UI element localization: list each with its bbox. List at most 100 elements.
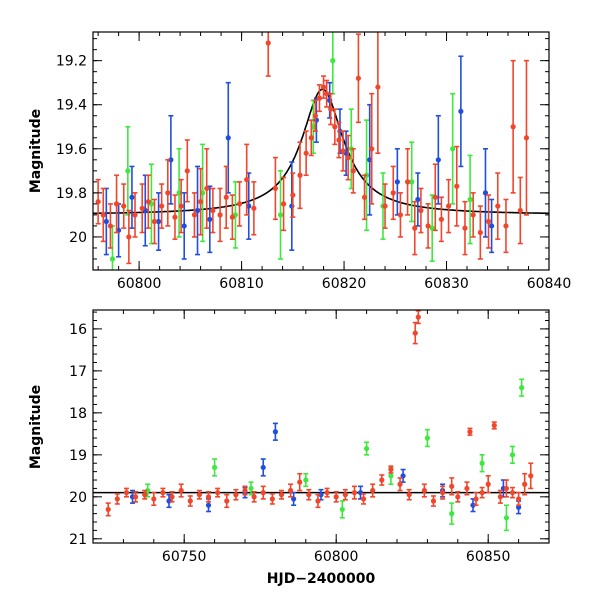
top-data-points-layer: [95, 32, 530, 270]
top-red-marker-64: [517, 207, 523, 214]
top-red-point-24: [251, 181, 257, 236]
bottom-red-point-1: [114, 493, 120, 505]
top-x-tick-label-4: 60840: [527, 276, 572, 292]
bottom-green-marker-8: [449, 511, 455, 517]
bottom-red-marker-11: [205, 494, 212, 500]
bottom-red-point-27: [351, 485, 358, 500]
top-blue-point-2: [129, 165, 135, 229]
top-blue-marker-4: [155, 218, 162, 225]
bottom-green-marker-7: [424, 435, 430, 441]
bottom-green-point-1: [212, 458, 218, 477]
top-red-marker-46: [382, 203, 388, 209]
bottom-red-marker-18: [269, 496, 275, 502]
top-red-marker-34: [320, 84, 327, 90]
top-red-point-59: [477, 205, 483, 260]
bottom-y-tick-label-0: 16: [69, 322, 87, 338]
top-green-point-15: [467, 154, 473, 245]
bottom-red-marker-46: [491, 422, 497, 429]
bottom-red-marker-30: [379, 477, 385, 483]
bottom-red-point-14: [233, 488, 239, 501]
top-red-marker-16: [197, 199, 204, 205]
top-red-point-29: [297, 141, 303, 210]
top-blue-marker-5: [168, 157, 174, 163]
top-red-marker-9: [151, 218, 158, 225]
top-red-point-4: [121, 183, 127, 229]
top-red-marker-30: [303, 150, 309, 156]
bottom-red-marker-23: [315, 498, 321, 504]
top-red-marker-58: [470, 212, 476, 218]
top-blue-point-22: [489, 198, 495, 254]
top-red-marker-39: [340, 148, 346, 154]
bottom-red-marker-52: [528, 473, 534, 479]
top-red-point-36: [328, 92, 334, 126]
top-red-point-42: [355, 33, 362, 124]
top-red-marker-1: [100, 212, 106, 218]
bottom-red-marker-44: [479, 490, 485, 496]
top-red-marker-36: [328, 106, 334, 112]
bottom-red-marker-32: [397, 481, 403, 487]
top-red-point-15: [191, 192, 198, 238]
top-blue-point-4: [155, 192, 162, 251]
top-red-point-38: [336, 121, 342, 159]
top-blue-marker-2: [129, 194, 135, 200]
bottom-red-point-44: [479, 486, 485, 499]
top-green-marker-1: [125, 168, 131, 174]
top-blue-marker-6: [181, 223, 187, 229]
bottom-y-tick-label-1: 17: [69, 364, 87, 380]
top-red-point-61: [495, 172, 501, 240]
bottom-plot-frame: [92, 309, 550, 544]
bottom-red-point-31: [388, 465, 394, 474]
top-blue-point-19: [435, 114, 441, 205]
bottom-x-tick-label-0: 60750: [162, 549, 207, 565]
top-green-marker-14: [450, 146, 456, 152]
bottom-red-marker-26: [342, 492, 348, 498]
top-red-marker-4: [121, 203, 127, 209]
top-green-marker-0: [109, 256, 116, 262]
top-green-marker-12: [409, 179, 415, 185]
top-red-point-25: [265, 32, 271, 77]
bottom-blue-point-4: [260, 458, 266, 477]
top-red-marker-27: [280, 201, 287, 207]
top-red-point-9: [151, 198, 158, 245]
bottom-red-point-15: [242, 485, 248, 496]
bottom-red-marker-49: [509, 490, 516, 496]
bottom-data-points-layer: [105, 310, 534, 532]
top-red-marker-48: [397, 212, 404, 218]
top-red-point-39: [340, 130, 346, 172]
bottom-red-point-17: [260, 485, 266, 500]
bottom-red-point-21: [297, 472, 303, 492]
top-blue-marker-21: [482, 190, 489, 196]
top-red-point-54: [438, 196, 445, 243]
bottom-red-marker-0: [105, 506, 111, 513]
top-red-point-56: [454, 145, 460, 227]
top-red-point-28: [290, 172, 296, 218]
top-red-point-27: [280, 176, 287, 232]
top-red-marker-44: [369, 146, 375, 152]
top-x-tick-label-0: 60800: [117, 276, 162, 292]
top-red-marker-12: [172, 214, 178, 220]
bottom-green-point-8: [449, 502, 455, 525]
top-red-point-3: [113, 174, 120, 234]
top-red-marker-43: [361, 194, 368, 200]
top-red-point-41: [350, 147, 356, 194]
top-red-marker-17: [204, 185, 210, 192]
bottom-red-marker-25: [333, 494, 339, 500]
bottom-green-point-11: [509, 445, 516, 465]
bottom-red-marker-45: [485, 481, 491, 487]
bottom-red-marker-36: [421, 487, 427, 494]
top-axis-ticks: 60800 60810 60820 60830 60840 19.2 19.4 19.6 19.…: [56, 32, 571, 292]
top-red-point-19: [217, 187, 223, 243]
top-red-point-16: [197, 167, 204, 236]
top-blue-marker-20: [458, 108, 464, 114]
bottom-red-point-50: [516, 491, 522, 507]
bottom-red-point-41: [464, 481, 470, 496]
top-red-marker-51: [418, 207, 424, 214]
bottom-red-point-3: [132, 490, 139, 503]
bottom-red-marker-42: [467, 429, 473, 435]
top-x-tick-label-3: 60830: [424, 276, 469, 292]
bottom-red-point-39: [449, 477, 455, 496]
top-red-point-46: [382, 183, 388, 229]
top-red-point-65: [523, 59, 530, 216]
top-red-point-18: [210, 187, 216, 234]
bottom-red-marker-38: [440, 490, 446, 496]
